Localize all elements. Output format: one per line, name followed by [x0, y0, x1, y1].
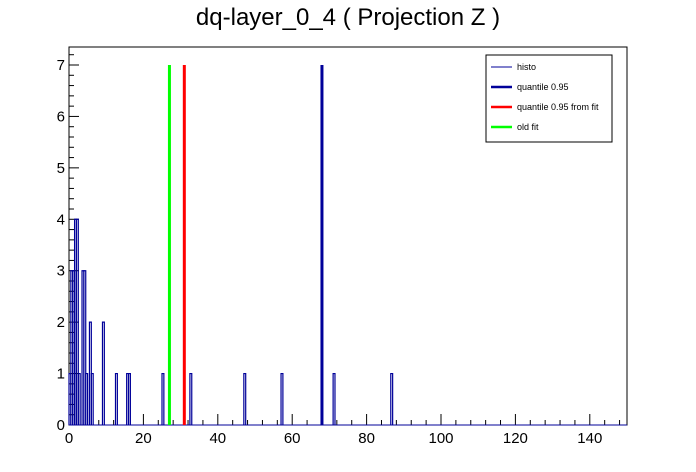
histogram-bin — [75, 218, 79, 425]
histogram-series — [68, 218, 627, 426]
histogram-bin — [127, 372, 131, 425]
y-tick-label: 1 — [57, 366, 65, 383]
histogram-bin — [114, 372, 118, 425]
histogram-bin — [85, 372, 89, 425]
x-tick-label: 120 — [503, 430, 528, 447]
y-tick-label: 6 — [57, 108, 65, 125]
histogram-bin — [332, 372, 336, 425]
y-tick-label: 3 — [57, 263, 65, 280]
y-tick-label: 7 — [57, 57, 65, 74]
x-tick-label: 140 — [577, 430, 602, 447]
legend: histo quantile 0.95 quantile 0.95 from fit… — [485, 54, 613, 143]
x-tick-label: 40 — [209, 430, 226, 447]
y-tick-label: 5 — [57, 160, 65, 177]
legend-label: old fit — [517, 122, 539, 132]
legend-label: histo — [517, 62, 536, 72]
histogram-bin — [83, 270, 87, 425]
histogram-bin — [161, 372, 165, 425]
y-tick-label: 2 — [57, 314, 65, 331]
histogram-bin — [101, 321, 105, 425]
legend-label: quantile 0.95 from fit — [517, 102, 599, 112]
x-tick-label: 60 — [284, 430, 301, 447]
legend-label: quantile 0.95 — [517, 82, 569, 92]
histogram-bin — [90, 372, 94, 425]
histogram-bin — [243, 372, 247, 425]
histogram-bin — [280, 372, 284, 425]
axes: 0 20 40 60 80 100 120 140 0 1 2 3 4 5 6 7 — [57, 54, 621, 447]
y-tick-label: 0 — [57, 417, 65, 434]
histogram-bin — [77, 372, 81, 425]
x-tick-label: 100 — [428, 430, 453, 447]
histogram-bin — [390, 372, 394, 425]
histogram-bin — [189, 372, 193, 425]
x-tick-label: 0 — [65, 430, 73, 447]
quantile-lines — [167, 65, 324, 425]
x-tick-label: 20 — [135, 430, 152, 447]
y-tick-label: 4 — [57, 211, 65, 228]
chart-title: dq-layer_0_4 ( Projection Z ) — [196, 4, 500, 31]
x-tick-label: 80 — [358, 430, 375, 447]
legend-box — [485, 54, 613, 143]
